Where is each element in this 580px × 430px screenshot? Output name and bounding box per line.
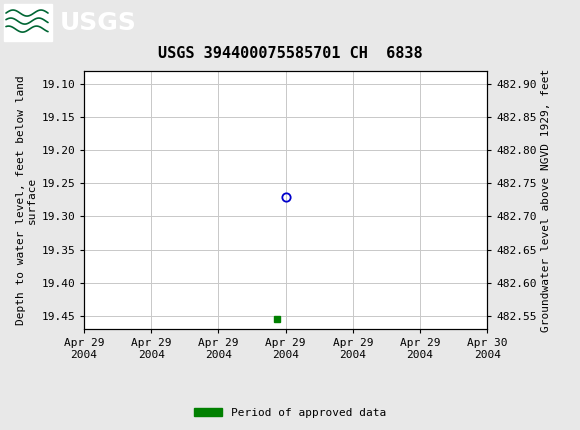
Legend: Period of approved data: Period of approved data	[190, 403, 390, 422]
Text: USGS: USGS	[60, 11, 137, 35]
Bar	[4, 4, 52, 41]
Text: USGS 394400075585701 CH  6838: USGS 394400075585701 CH 6838	[158, 46, 422, 61]
Y-axis label: Groundwater level above NGVD 1929, feet: Groundwater level above NGVD 1929, feet	[541, 68, 551, 332]
Y-axis label: Depth to water level, feet below land
surface: Depth to water level, feet below land su…	[16, 75, 37, 325]
